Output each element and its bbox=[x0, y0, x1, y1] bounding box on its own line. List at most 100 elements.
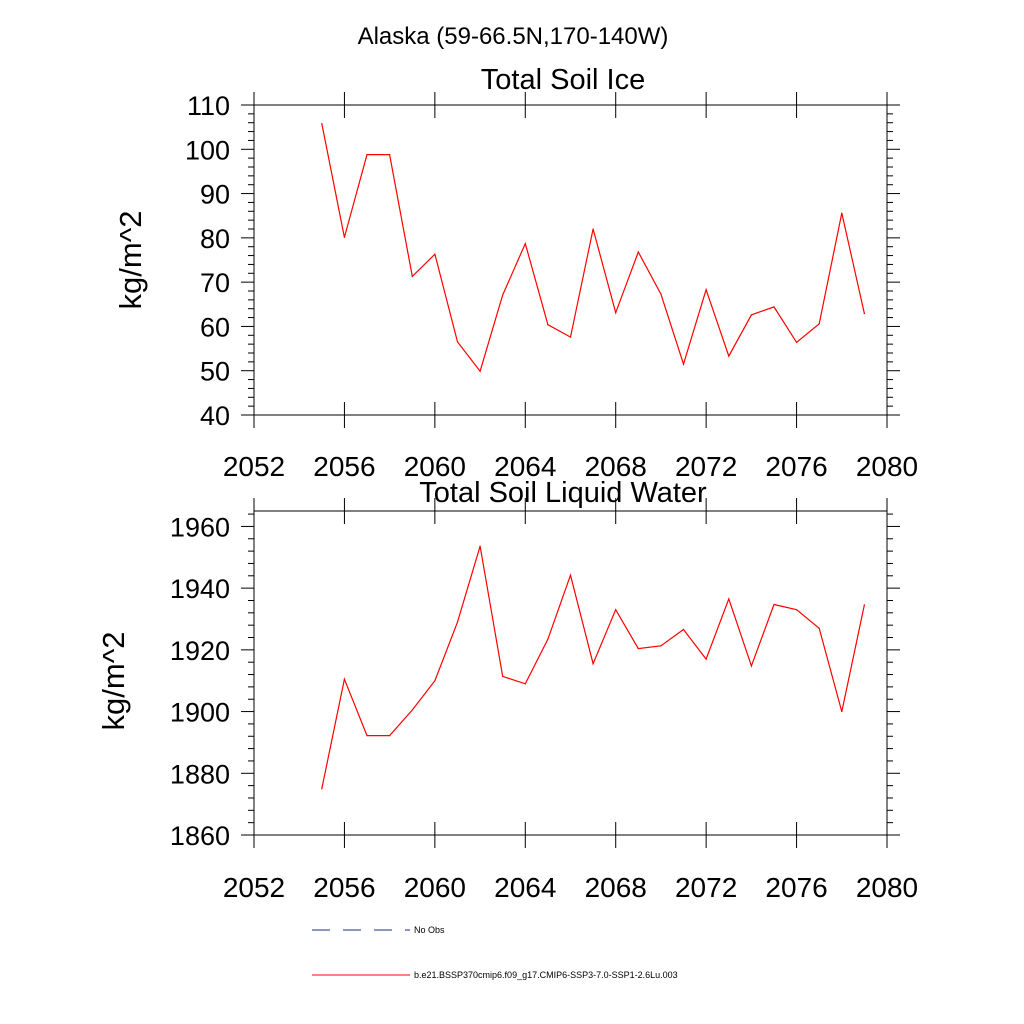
data-point bbox=[728, 355, 730, 357]
legend: No Obs b.e21.BSSP370cmip6.f09_g17.CMIP6-… bbox=[312, 925, 678, 980]
y-tick-label: 40 bbox=[200, 401, 230, 431]
panel-2-series bbox=[321, 545, 865, 790]
data-point bbox=[389, 154, 391, 156]
data-point bbox=[524, 243, 526, 245]
data-point bbox=[750, 314, 752, 316]
x-tick-label: 2080 bbox=[856, 451, 918, 482]
data-point bbox=[773, 306, 775, 308]
panel-1-y-axis-label: kg/m^2 bbox=[113, 211, 148, 310]
data-point bbox=[366, 735, 368, 737]
figure-main-title: Alaska (59-66.5N,170-140W) bbox=[358, 23, 669, 50]
data-point bbox=[795, 609, 798, 611]
x-tick-label: 2060 bbox=[404, 872, 466, 903]
data-point bbox=[343, 678, 346, 680]
data-point bbox=[660, 293, 662, 295]
data-point bbox=[750, 665, 752, 667]
x-tick-label: 2064 bbox=[494, 451, 556, 482]
data-point bbox=[773, 603, 775, 606]
data-point bbox=[682, 628, 685, 631]
y-tick-label: 1880 bbox=[170, 759, 230, 789]
data-point bbox=[841, 710, 843, 713]
series-line bbox=[321, 123, 865, 373]
data-point bbox=[615, 312, 617, 314]
panel-1-plot-frame bbox=[253, 104, 888, 416]
x-tick-label: 2056 bbox=[313, 872, 375, 903]
panel-total-soil-ice: Total Soil Ice kg/m^2 40 50 60 70 80 90 100 110… bbox=[113, 64, 918, 482]
data-point bbox=[389, 735, 391, 737]
x-tick-label: 2076 bbox=[765, 872, 827, 903]
data-point bbox=[615, 609, 617, 611]
data-point bbox=[502, 675, 504, 677]
y-tick-label: 80 bbox=[200, 224, 230, 254]
y-tick-label: 100 bbox=[185, 135, 230, 165]
data-point bbox=[841, 212, 843, 214]
data-point bbox=[366, 154, 368, 156]
x-tick-label: 2068 bbox=[585, 451, 647, 482]
data-point bbox=[637, 648, 639, 650]
x-tick-label: 2056 bbox=[313, 451, 375, 482]
data-point bbox=[660, 645, 662, 647]
y-tick-label: 50 bbox=[200, 357, 230, 387]
panel-2-plot-frame bbox=[253, 510, 888, 836]
x-tick-label: 2072 bbox=[675, 872, 737, 903]
x-tick-label: 2080 bbox=[856, 872, 918, 903]
data-point bbox=[411, 709, 413, 711]
data-point bbox=[524, 683, 526, 685]
x-tick-label: 2076 bbox=[765, 451, 827, 482]
data-point bbox=[682, 363, 685, 365]
data-point bbox=[569, 336, 572, 338]
panel-1-tick-labels: 40 50 60 70 80 90 100 110 2052 2056 2060 2064 2068 20… bbox=[185, 91, 918, 482]
x-tick-label: 2064 bbox=[494, 872, 556, 903]
data-point bbox=[434, 680, 436, 682]
data-point bbox=[795, 341, 798, 343]
y-tick-label: 1940 bbox=[170, 574, 230, 604]
data-point bbox=[502, 294, 504, 296]
y-tick-label: 70 bbox=[200, 268, 230, 298]
data-point bbox=[592, 228, 594, 230]
data-point bbox=[343, 236, 346, 239]
panel-1-series bbox=[321, 123, 865, 373]
legend-no-obs-label: No Obs bbox=[414, 925, 445, 935]
panel-2-ticks bbox=[241, 498, 900, 848]
data-point bbox=[321, 123, 323, 125]
data-point bbox=[569, 574, 572, 576]
panel-2-tick-labels: 1860 1880 1900 1920 1940 1960 2052 2056 2060 2064… bbox=[170, 512, 918, 903]
data-point bbox=[479, 370, 481, 372]
panel-2-y-axis-label: kg/m^2 bbox=[96, 632, 131, 731]
y-tick-label: 1860 bbox=[170, 821, 230, 851]
data-point bbox=[434, 253, 436, 255]
x-tick-label: 2072 bbox=[675, 451, 737, 482]
legend-model-label: b.e21.BSSP370cmip6.f09_g17.CMIP6-SSP3-7.… bbox=[414, 970, 678, 980]
data-point bbox=[705, 289, 707, 291]
y-tick-label: 60 bbox=[200, 312, 230, 342]
y-tick-label: 1920 bbox=[170, 636, 230, 666]
panel-1-ticks bbox=[241, 92, 900, 428]
data-point bbox=[321, 788, 323, 790]
data-point bbox=[411, 275, 413, 277]
data-point bbox=[818, 323, 820, 325]
series-line bbox=[321, 546, 865, 789]
y-tick-label: 1960 bbox=[170, 512, 230, 542]
data-point bbox=[818, 627, 820, 629]
data-point bbox=[456, 621, 459, 623]
data-point bbox=[547, 324, 549, 326]
data-point bbox=[592, 663, 594, 665]
x-tick-label: 2068 bbox=[585, 872, 647, 903]
data-point bbox=[547, 638, 549, 640]
data-point bbox=[456, 341, 459, 343]
panel-total-soil-liquid-water: Total Soil Liquid Water kg/m^2 186018801… bbox=[96, 477, 918, 903]
y-tick-label: 90 bbox=[200, 180, 230, 210]
y-tick-label: 1900 bbox=[170, 698, 230, 728]
data-point bbox=[637, 251, 639, 253]
x-tick-label: 2052 bbox=[223, 872, 285, 903]
panel-1-title: Total Soil Ice bbox=[481, 64, 645, 96]
data-point bbox=[728, 598, 730, 600]
panel-2-title: Total Soil Liquid Water bbox=[419, 477, 707, 509]
x-tick-label: 2052 bbox=[223, 451, 285, 482]
y-tick-label: 110 bbox=[187, 91, 230, 121]
x-tick-label: 2060 bbox=[404, 451, 466, 482]
data-point bbox=[863, 604, 865, 606]
data-point bbox=[705, 658, 707, 660]
data-point bbox=[863, 312, 865, 315]
